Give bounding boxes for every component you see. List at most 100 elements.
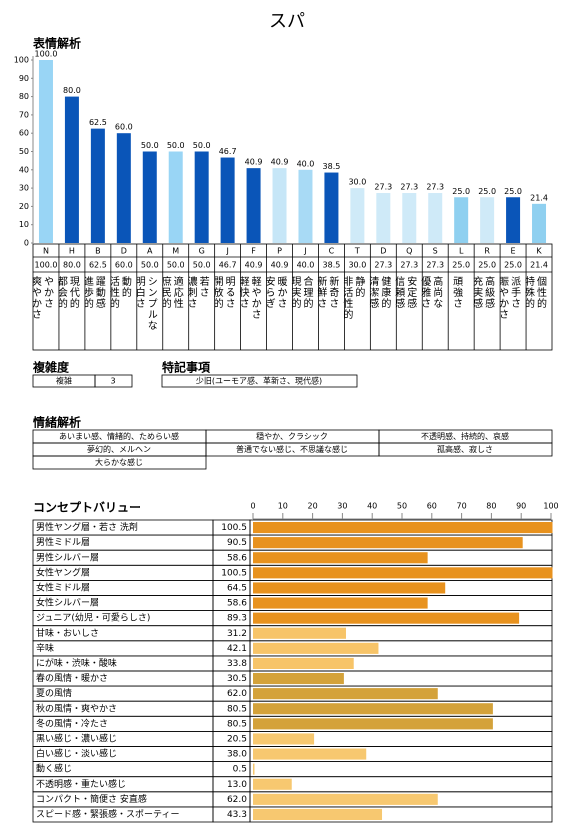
category-label: 女性ヤング層 xyxy=(36,566,90,578)
value-cell: 40.9 xyxy=(245,261,263,270)
value-cell: 27.3 xyxy=(400,261,418,270)
category-label: 安らぎ xyxy=(263,275,275,309)
value-label: 50.0 xyxy=(167,141,185,150)
value-label: 27.3 xyxy=(400,183,418,192)
section-heading: 特記事項 xyxy=(162,360,211,375)
code: M xyxy=(172,247,179,256)
x-tick-label: 80 xyxy=(486,502,496,511)
value-label: 38.5 xyxy=(323,162,341,171)
cell xyxy=(249,806,553,823)
y-tick-label: 0 xyxy=(24,239,29,248)
value-label: 80.5 xyxy=(227,704,247,714)
code: G xyxy=(199,247,205,256)
bar xyxy=(253,733,315,745)
code: T xyxy=(354,247,360,256)
value-label: 33.8 xyxy=(227,659,247,669)
value-cell: 25.0 xyxy=(478,261,496,270)
category-label: 健康的 xyxy=(379,276,391,309)
value-label: 62.5 xyxy=(89,118,107,127)
code: E xyxy=(511,247,516,256)
y-tick-label: 30 xyxy=(19,184,29,193)
cell xyxy=(249,761,553,778)
value-cell: 21.4 xyxy=(530,261,548,270)
bar xyxy=(142,151,157,243)
bar xyxy=(90,128,105,243)
bar xyxy=(246,168,261,243)
category-label: 高尚な xyxy=(431,275,443,309)
category-label: 新鮮さ xyxy=(315,275,327,309)
value-label: 27.3 xyxy=(374,183,392,192)
value-cell: 38.5 xyxy=(323,261,341,270)
value-label: 25.0 xyxy=(452,187,470,196)
category-label: 男性ミドル層 xyxy=(36,536,90,548)
cell-text: あいまい感、情緒的、ためらい感 xyxy=(59,431,179,441)
x-tick-label: 100 xyxy=(543,502,558,511)
value-label: 62.0 xyxy=(227,689,247,699)
category-label: 春の風情・暖かさ xyxy=(36,672,108,684)
category-label: 安定感 xyxy=(405,275,417,309)
category-label: やかさ xyxy=(41,276,53,309)
cell xyxy=(32,640,214,657)
bar xyxy=(253,537,523,549)
category-label: シンプルな xyxy=(145,276,157,331)
code: F xyxy=(251,247,256,256)
value-cell: 60.0 xyxy=(115,261,133,270)
code: S xyxy=(433,247,438,256)
value-label: 64.5 xyxy=(227,583,247,593)
code: K xyxy=(536,247,542,256)
value-label: 21.4 xyxy=(530,193,548,202)
cell xyxy=(249,776,553,793)
category-label: 冬の風情・冷たさ xyxy=(36,717,108,729)
code: Q xyxy=(406,247,412,256)
code: B xyxy=(95,247,101,256)
y-tick-label: 60 xyxy=(19,129,29,138)
bar xyxy=(272,168,287,243)
category-label: 黒い感じ・濃い感じ xyxy=(36,732,117,744)
category-label: 軽快さ xyxy=(237,276,249,309)
category-label: 現代的 xyxy=(67,276,79,309)
section-heading: 複雑度 xyxy=(32,360,70,375)
category-label: 甘味・おいしさ xyxy=(36,627,99,639)
value-label: 25.0 xyxy=(478,187,496,196)
cell-text: 少旧(ユーモア感、革新さ、現代感) xyxy=(196,376,322,386)
category-label: 特殊的 xyxy=(523,276,535,309)
cell-text: 穏やか、クラシック xyxy=(256,431,328,441)
bar xyxy=(253,522,553,534)
category-label: 明白さ xyxy=(133,276,145,309)
category-label: 男性シルバー層 xyxy=(36,551,99,563)
code: J xyxy=(225,247,228,256)
y-tick-label: 10 xyxy=(19,220,29,229)
bar xyxy=(428,193,443,243)
category-label: 合理的 xyxy=(301,275,313,309)
x-tick-label: 0 xyxy=(250,502,255,511)
category-label: 賑やかさ xyxy=(497,276,509,320)
value-label: 25.0 xyxy=(504,187,522,196)
category-label: 動的 xyxy=(119,275,131,298)
bar xyxy=(402,193,417,243)
code: C xyxy=(329,247,335,256)
value-label: 0.5 xyxy=(233,765,247,775)
value-cell: 50.0 xyxy=(167,261,185,270)
code: J xyxy=(303,247,306,256)
category-label: 明るさ xyxy=(223,276,235,309)
bar xyxy=(376,193,391,243)
bar xyxy=(168,151,183,243)
section-heading: 表情解析 xyxy=(32,36,81,51)
bar xyxy=(350,188,365,243)
x-tick-label: 70 xyxy=(457,502,467,511)
category-label: 庶民的 xyxy=(159,275,171,309)
bar xyxy=(454,197,469,243)
bar xyxy=(253,808,383,820)
bar xyxy=(253,793,438,805)
bar xyxy=(38,60,53,243)
code: N xyxy=(43,247,49,256)
category-label: 現実的 xyxy=(289,276,301,309)
value-label: 100.5 xyxy=(221,568,247,578)
value-label: 58.6 xyxy=(227,553,247,563)
code: H xyxy=(69,247,75,256)
y-tick-label: 100 xyxy=(14,56,29,65)
value-label: 40.9 xyxy=(245,158,263,167)
x-tick-label: 20 xyxy=(308,502,318,511)
value-label: 50.0 xyxy=(193,141,211,150)
category-label: 優雅さ xyxy=(419,275,431,309)
